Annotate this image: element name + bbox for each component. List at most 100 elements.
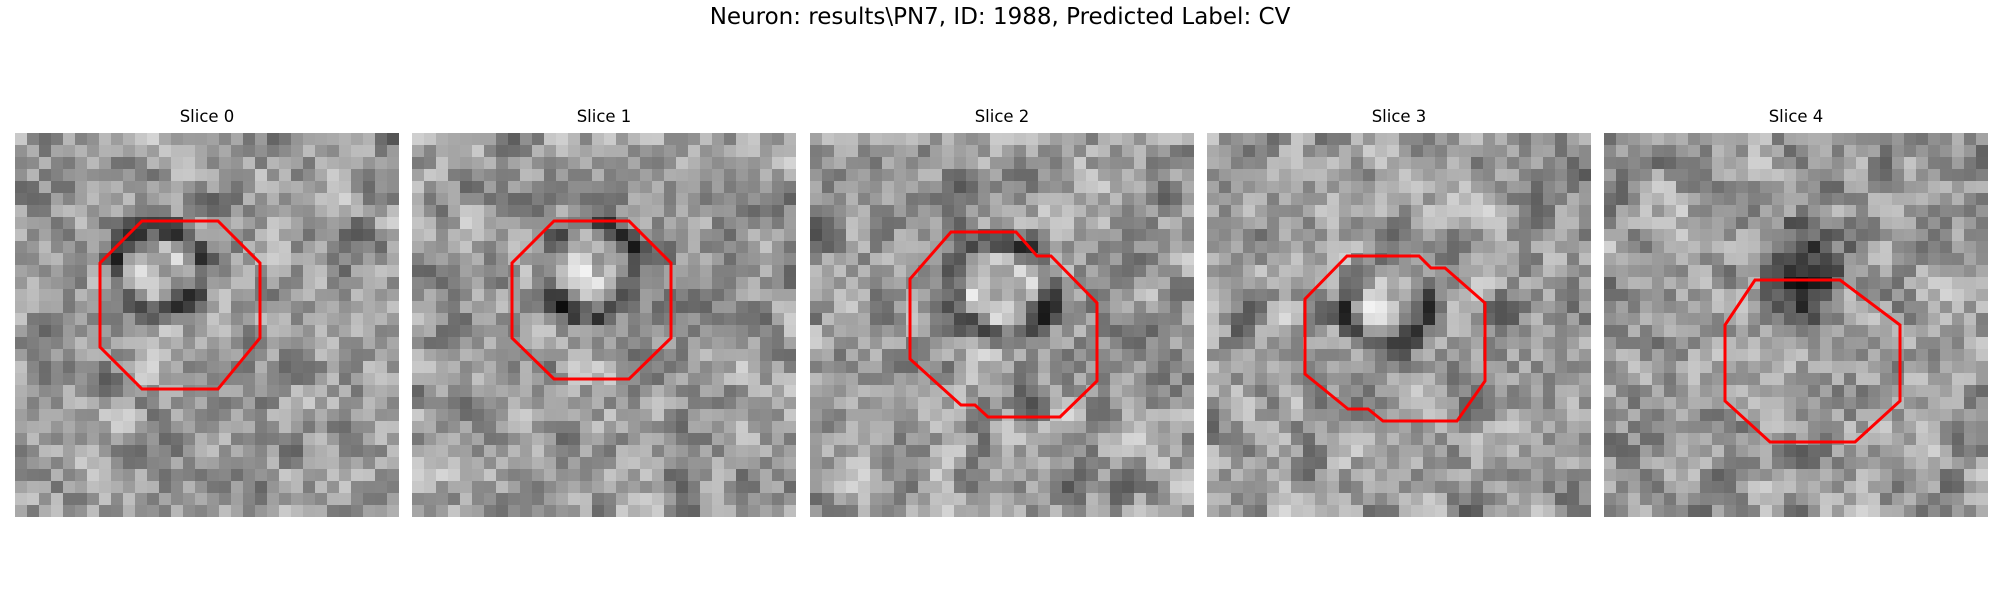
image-pixel: [412, 361, 425, 374]
image-pixel: [1604, 385, 1617, 398]
image-pixel: [1122, 181, 1135, 194]
image-pixel: [1158, 205, 1171, 218]
image-pixel: [1375, 193, 1388, 206]
image-pixel: [784, 133, 796, 146]
image-pixel: [1086, 361, 1099, 374]
image-pixel: [1880, 157, 1893, 170]
image-pixel: [1688, 193, 1701, 206]
image-pixel: [1519, 505, 1532, 517]
image-pixel: [1964, 397, 1977, 410]
image-pixel: [1748, 457, 1761, 470]
image-pixel: [784, 145, 796, 158]
image-pixel: [111, 505, 124, 517]
image-pixel: [15, 469, 28, 482]
image-pixel: [1327, 313, 1340, 326]
image-pixel: [1628, 241, 1641, 254]
image-pixel: [1543, 349, 1556, 362]
image-pixel: [1110, 373, 1123, 386]
image-pixel: [520, 373, 533, 386]
image-pixel: [1339, 349, 1352, 362]
image-pixel: [966, 385, 979, 398]
image-pixel: [858, 313, 871, 326]
image-pixel: [39, 361, 52, 374]
image-pixel: [1158, 301, 1171, 314]
image-pixel: [75, 373, 88, 386]
image-pixel: [1616, 265, 1629, 278]
image-pixel: [882, 313, 895, 326]
image-pixel: [1748, 289, 1761, 302]
image-pixel: [1279, 265, 1292, 278]
image-pixel: [1363, 493, 1376, 506]
image-pixel: [1700, 313, 1713, 326]
image-pixel: [1255, 481, 1268, 494]
image-pixel: [1074, 349, 1087, 362]
image-pixel: [87, 169, 100, 182]
image-pixel: [1002, 289, 1015, 302]
image-pixel: [279, 169, 292, 182]
image-pixel: [1207, 505, 1220, 517]
image-pixel: [544, 337, 557, 350]
image-pixel: [676, 469, 689, 482]
image-pixel: [784, 157, 796, 170]
image-pixel: [15, 385, 28, 398]
image-pixel: [1351, 157, 1364, 170]
image-pixel: [688, 301, 701, 314]
image-pixel: [1002, 469, 1015, 482]
image-pixel: [918, 457, 931, 470]
image-pixel: [508, 433, 521, 446]
image-pixel: [1074, 181, 1087, 194]
image-pixel: [195, 445, 208, 458]
image-pixel: [496, 277, 509, 290]
image-pixel: [255, 457, 268, 470]
image-pixel: [906, 373, 919, 386]
image-pixel: [1712, 181, 1725, 194]
image-pixel: [846, 481, 859, 494]
image-pixel: [1291, 481, 1304, 494]
image-pixel: [882, 337, 895, 350]
image-pixel: [51, 337, 64, 350]
image-pixel: [267, 229, 280, 242]
image-pixel: [724, 325, 737, 338]
image-pixel: [918, 493, 931, 506]
image-pixel: [1964, 313, 1977, 326]
image-pixel: [1267, 265, 1280, 278]
image-pixel: [171, 481, 184, 494]
image-pixel: [1098, 445, 1111, 458]
image-pixel: [1026, 493, 1039, 506]
image-pixel: [1074, 493, 1087, 506]
image-pixel: [99, 301, 112, 314]
image-pixel: [159, 193, 172, 206]
image-pixel: [171, 265, 184, 278]
image-pixel: [1062, 277, 1075, 290]
image-pixel: [231, 145, 244, 158]
image-pixel: [1014, 145, 1027, 158]
image-pixel: [544, 385, 557, 398]
image-pixel: [1519, 349, 1532, 362]
image-pixel: [1134, 265, 1147, 278]
image-pixel: [1387, 457, 1400, 470]
image-pixel: [712, 277, 725, 290]
image-pixel: [858, 205, 871, 218]
image-pixel: [1712, 325, 1725, 338]
image-pixel: [496, 469, 509, 482]
image-pixel: [1231, 445, 1244, 458]
image-pixel: [219, 325, 232, 338]
image-pixel: [1952, 445, 1965, 458]
image-pixel: [1796, 145, 1809, 158]
image-pixel: [1002, 253, 1015, 266]
image-pixel: [688, 349, 701, 362]
image-pixel: [1880, 337, 1893, 350]
image-pixel: [1038, 145, 1051, 158]
image-pixel: [412, 481, 425, 494]
image-pixel: [496, 385, 509, 398]
image-pixel: [303, 313, 316, 326]
image-pixel: [87, 481, 100, 494]
image-pixel: [1062, 361, 1075, 374]
image-pixel: [1640, 409, 1653, 422]
image-pixel: [1543, 217, 1556, 230]
image-pixel: [1916, 193, 1929, 206]
image-pixel: [1050, 433, 1063, 446]
image-pixel: [1567, 133, 1580, 146]
image-pixel: [1146, 169, 1159, 182]
image-pixel: [724, 505, 737, 517]
